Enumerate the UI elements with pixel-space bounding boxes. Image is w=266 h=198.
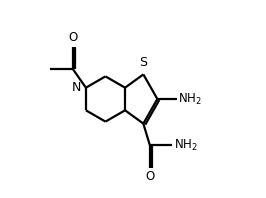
Text: NH$_2$: NH$_2$	[174, 138, 198, 153]
Text: S: S	[139, 56, 147, 69]
Text: NH$_2$: NH$_2$	[178, 91, 202, 107]
Text: N: N	[72, 81, 81, 94]
Text: O: O	[68, 31, 78, 44]
Text: O: O	[145, 170, 155, 183]
